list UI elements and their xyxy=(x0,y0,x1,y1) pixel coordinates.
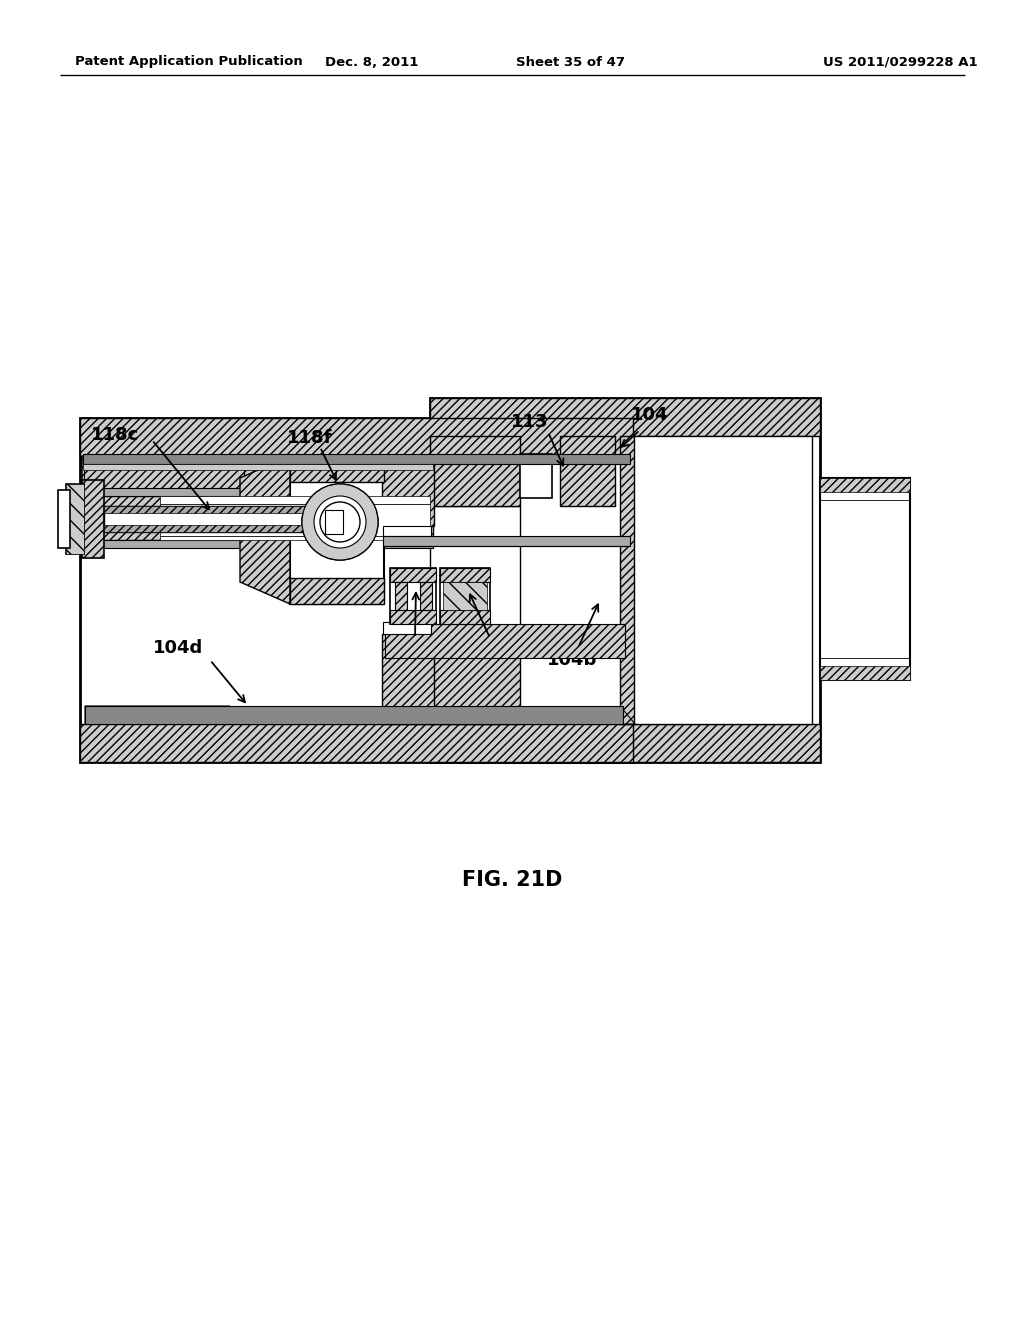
Text: 104a: 104a xyxy=(475,642,524,659)
Bar xyxy=(383,622,431,634)
Wedge shape xyxy=(302,484,378,560)
Bar xyxy=(440,568,490,582)
Text: FIG. 21D: FIG. 21D xyxy=(462,870,562,890)
Polygon shape xyxy=(240,455,290,605)
Bar xyxy=(104,506,304,532)
Bar xyxy=(820,478,910,492)
Bar xyxy=(80,418,633,762)
Bar xyxy=(560,436,615,506)
Bar xyxy=(430,399,820,436)
Bar xyxy=(66,484,84,554)
Bar xyxy=(430,399,820,762)
Bar xyxy=(160,496,430,540)
Bar xyxy=(290,578,384,605)
Text: 104b: 104b xyxy=(547,651,597,669)
Bar xyxy=(85,496,433,540)
Bar xyxy=(383,525,431,536)
Polygon shape xyxy=(85,706,230,723)
Bar xyxy=(84,455,244,490)
Bar xyxy=(430,723,820,762)
Bar xyxy=(290,455,384,605)
Text: 113: 113 xyxy=(511,413,549,432)
Bar xyxy=(420,582,432,610)
Text: 118f: 118f xyxy=(288,429,333,447)
Bar xyxy=(83,465,433,470)
Bar xyxy=(620,436,634,723)
Bar xyxy=(395,582,407,610)
Bar xyxy=(430,506,520,653)
Bar xyxy=(430,436,520,506)
Bar xyxy=(104,506,304,513)
Text: 104: 104 xyxy=(631,407,669,424)
Text: 104d: 104d xyxy=(153,639,203,657)
Text: US 2011/0299228 A1: US 2011/0299228 A1 xyxy=(822,55,977,69)
Bar xyxy=(390,568,436,582)
Bar xyxy=(520,454,552,498)
Circle shape xyxy=(302,484,378,560)
Bar xyxy=(290,455,384,482)
Bar xyxy=(440,610,490,624)
Bar xyxy=(443,582,487,610)
Bar xyxy=(390,610,436,624)
Polygon shape xyxy=(620,706,635,723)
Bar xyxy=(104,525,304,532)
Bar xyxy=(820,478,910,680)
Bar xyxy=(382,634,434,723)
Bar xyxy=(440,568,490,624)
Bar xyxy=(385,624,625,657)
Bar xyxy=(85,488,433,496)
Bar xyxy=(390,568,436,624)
Bar xyxy=(80,418,633,455)
Bar xyxy=(66,484,84,554)
Bar xyxy=(80,723,633,762)
Text: Dec. 8, 2011: Dec. 8, 2011 xyxy=(326,55,419,69)
Bar xyxy=(85,706,623,723)
Text: Sheet 35 of 47: Sheet 35 of 47 xyxy=(515,55,625,69)
Bar xyxy=(325,510,343,535)
Bar xyxy=(630,436,812,723)
Text: Patent Application Publication: Patent Application Publication xyxy=(75,55,303,69)
Bar xyxy=(430,653,520,723)
Bar xyxy=(382,455,434,525)
Text: 104c: 104c xyxy=(382,642,430,659)
Bar xyxy=(83,454,630,465)
Bar xyxy=(58,490,70,548)
Circle shape xyxy=(319,502,360,543)
Bar xyxy=(383,536,630,546)
Bar xyxy=(85,540,433,548)
Bar xyxy=(820,667,910,680)
Polygon shape xyxy=(82,455,300,490)
Bar xyxy=(82,480,104,558)
Text: 118c: 118c xyxy=(91,426,139,444)
